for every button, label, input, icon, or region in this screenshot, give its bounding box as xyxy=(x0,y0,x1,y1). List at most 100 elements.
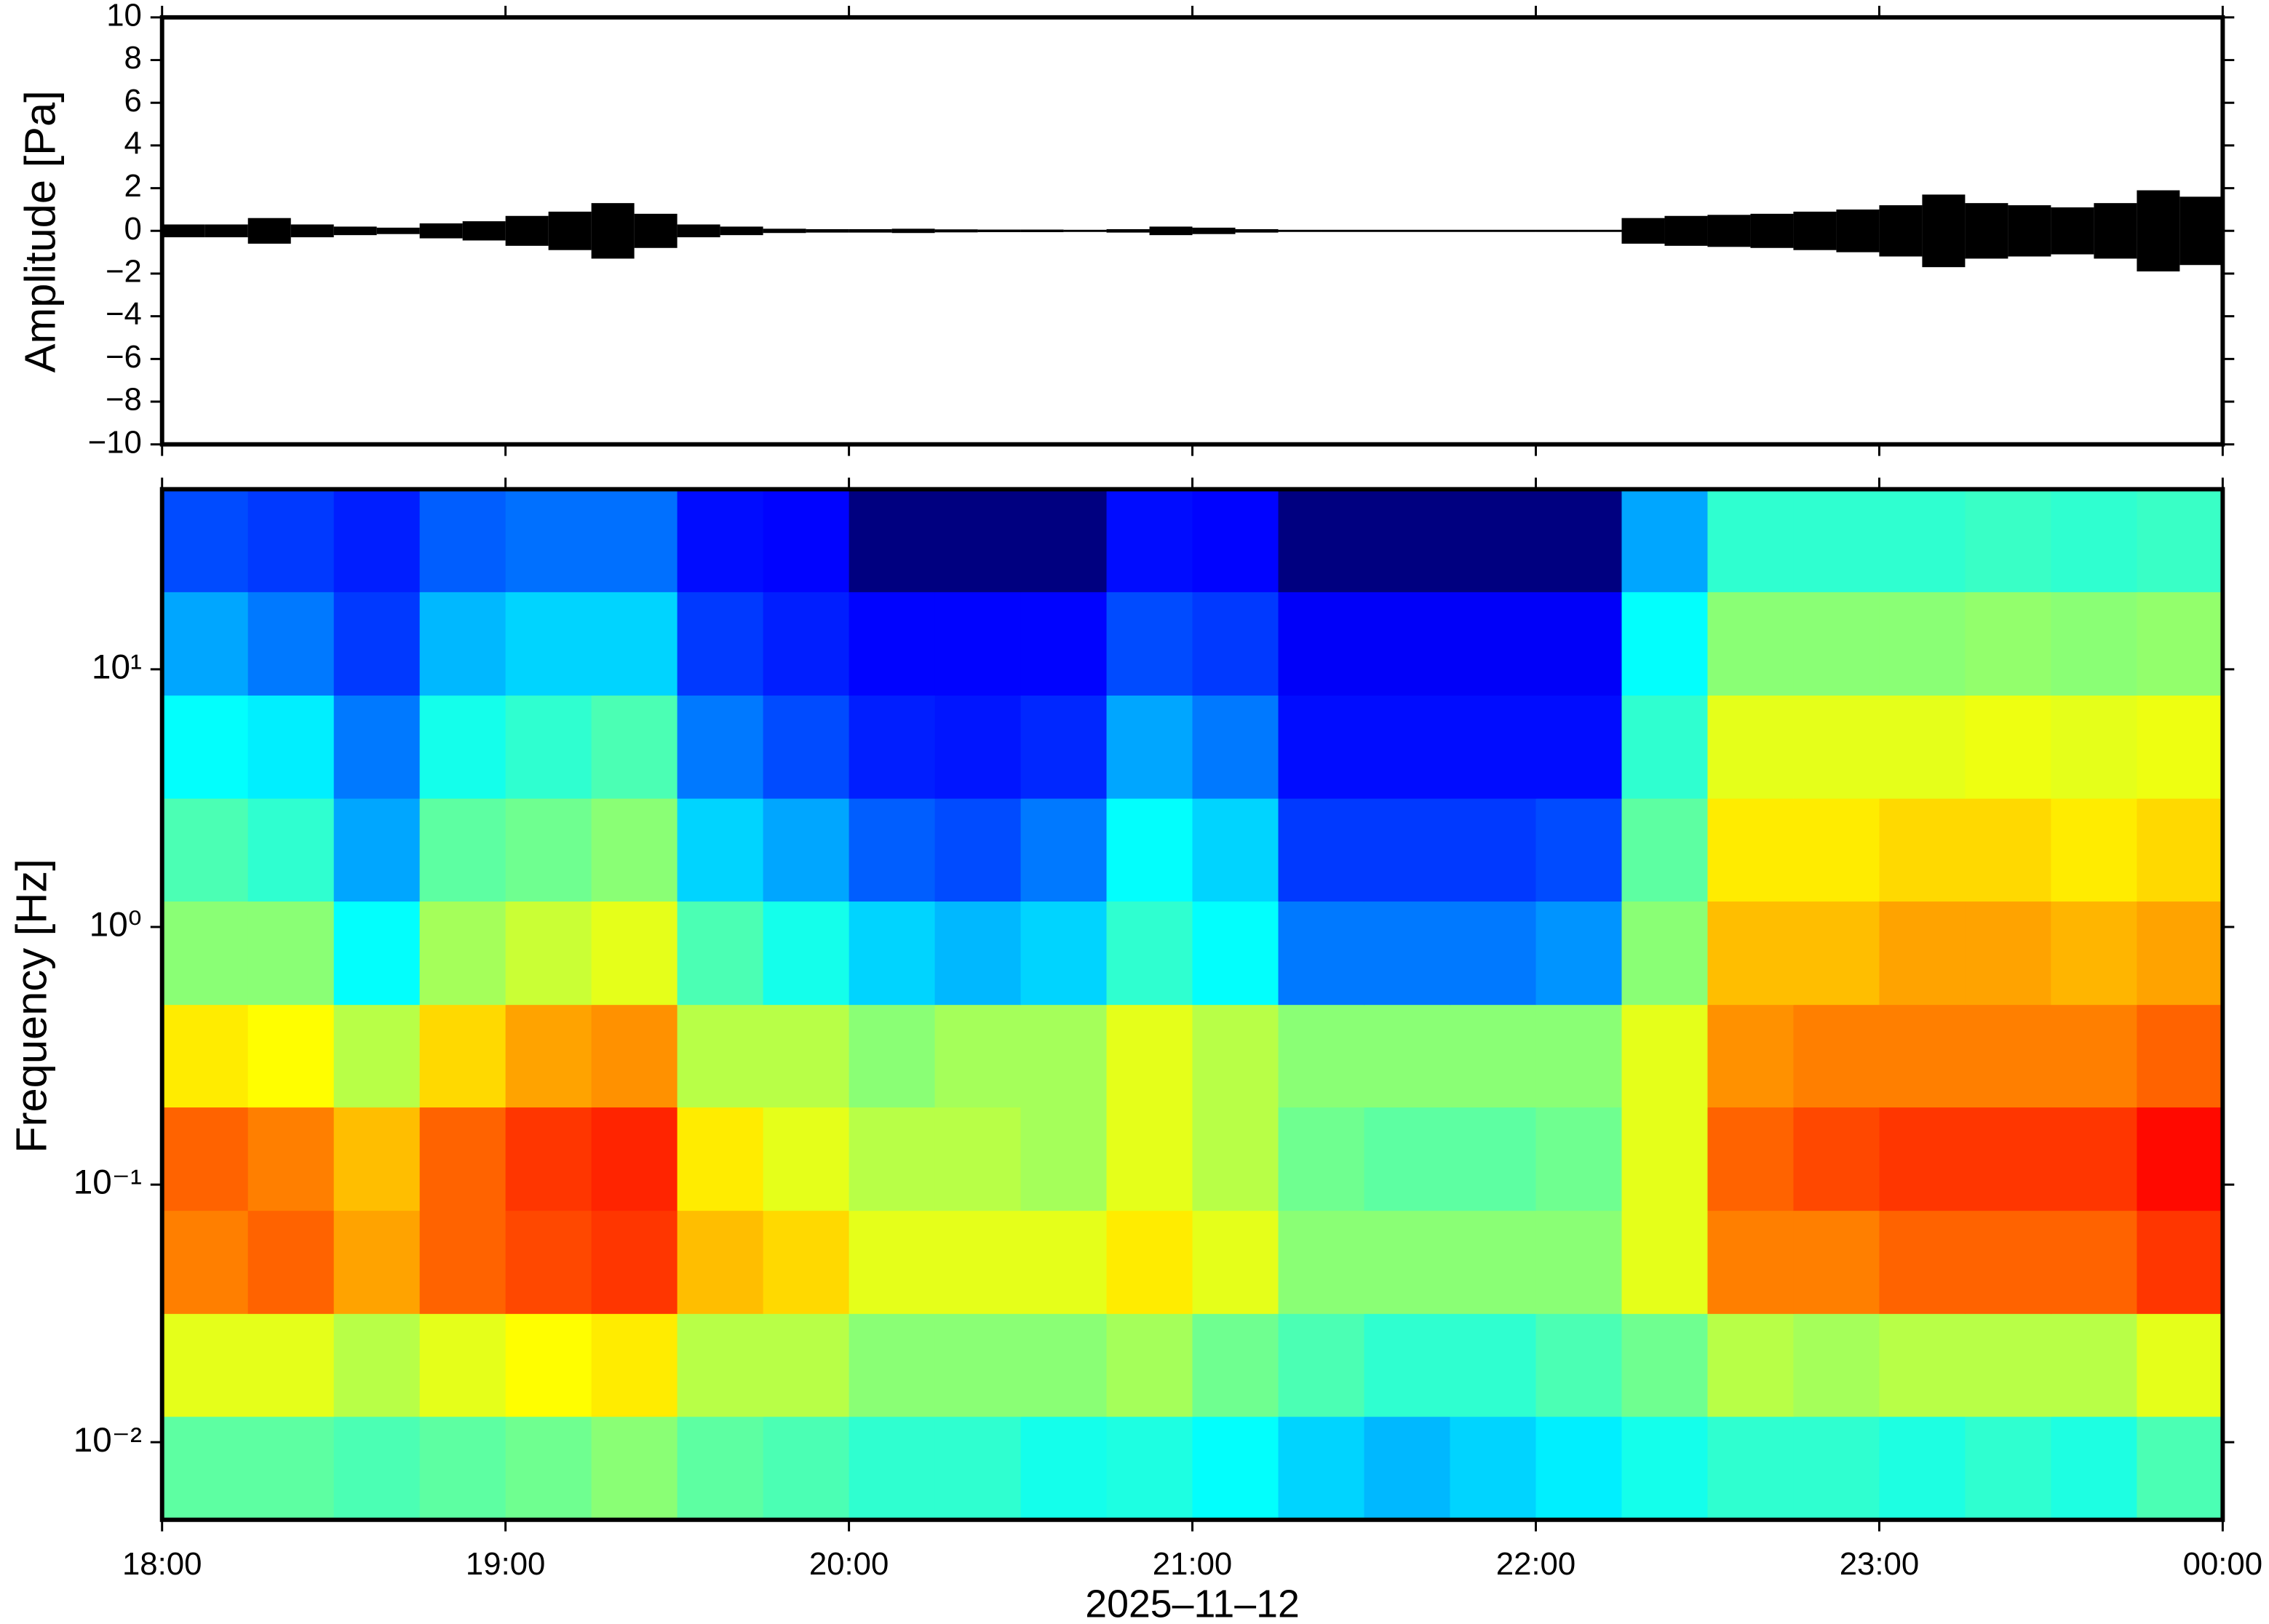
heatmap-cell xyxy=(2051,1004,2137,1108)
heatmap-cell xyxy=(419,592,506,696)
waveform-envelope xyxy=(677,224,720,238)
heatmap-cell xyxy=(1965,1416,2051,1521)
heatmap-cell xyxy=(1364,1004,1451,1108)
waveform-envelope xyxy=(591,203,635,259)
heatmap-cell xyxy=(1278,1313,1365,1417)
heatmap-cell xyxy=(247,1210,335,1314)
heatmap-cell xyxy=(1450,592,1537,696)
heatmap-cell xyxy=(1879,1004,1966,1108)
heatmap-cell xyxy=(1192,592,1279,696)
heatmap-cell xyxy=(419,695,506,799)
waveform-envelope xyxy=(1364,229,1407,232)
heatmap-cell xyxy=(849,1416,936,1521)
waveform-envelope xyxy=(1836,209,1880,252)
waveform-envelope xyxy=(1278,229,1322,232)
heatmap-cell xyxy=(2051,798,2137,902)
heatmap-cell xyxy=(2137,901,2223,1006)
waveform-envelope xyxy=(1493,229,1536,232)
heatmap-cell xyxy=(677,592,764,696)
heatmap-cell xyxy=(677,1107,764,1211)
heatmap-cell xyxy=(1535,1107,1623,1211)
heatmap-cell xyxy=(505,901,592,1006)
heatmap-cell xyxy=(591,695,678,799)
heatmap-cell xyxy=(1364,1416,1451,1521)
waveform-envelope xyxy=(849,228,892,233)
heatmap-cell xyxy=(1278,901,1365,1006)
heatmap-cell xyxy=(1535,1210,1623,1314)
heatmap-cell xyxy=(1879,695,1966,799)
heatmap-cell xyxy=(419,798,506,902)
heatmap-cell xyxy=(1192,901,1279,1006)
y-tick-label: 4 xyxy=(124,125,142,161)
heatmap-cell xyxy=(1106,592,1193,696)
heatmap-cell xyxy=(763,1004,850,1108)
y-tick-label: −4 xyxy=(106,296,142,332)
heatmap-cell xyxy=(591,1416,678,1521)
heatmap-cell xyxy=(1535,489,1623,592)
heatmap-cell xyxy=(1278,592,1365,696)
heatmap-cell xyxy=(591,489,678,592)
waveform-envelope xyxy=(977,229,1021,233)
heatmap-cell xyxy=(1965,798,2051,902)
heatmap-cell xyxy=(1965,695,2051,799)
waveform-envelope xyxy=(505,215,549,246)
waveform-envelope xyxy=(1578,229,1622,232)
heatmap-cell xyxy=(763,1107,850,1211)
heatmap-cell xyxy=(1450,489,1537,592)
heatmap-cell xyxy=(1535,695,1623,799)
heatmap-cell xyxy=(2137,1004,2223,1108)
heatmap-cell xyxy=(1278,489,1365,592)
heatmap-cell xyxy=(1278,1107,1365,1211)
y-tick-label: 6 xyxy=(124,83,142,119)
heatmap-cell xyxy=(591,798,678,902)
heatmap-cell xyxy=(1106,798,1193,902)
heatmap-cell xyxy=(1020,1004,1108,1108)
heatmap-cell xyxy=(1707,695,1795,799)
heatmap-cell xyxy=(505,1210,592,1314)
y-axis-label: Amplitude [Pa] xyxy=(15,90,64,373)
heatmap-cell xyxy=(763,695,850,799)
heatmap-cell xyxy=(1965,489,2051,592)
heatmap-cell xyxy=(1450,1416,1537,1521)
heatmap-cell xyxy=(677,1004,764,1108)
heatmap-cell xyxy=(1106,695,1193,799)
heatmap-cell xyxy=(1965,1313,2051,1417)
heatmap-cell xyxy=(1450,1210,1537,1314)
heatmap-cell xyxy=(419,1107,506,1211)
waveform-envelope xyxy=(2137,190,2180,272)
heatmap-cell xyxy=(419,1313,506,1417)
heatmap-cell xyxy=(1621,798,1709,902)
heatmap-cell xyxy=(505,1313,592,1417)
heatmap-cell xyxy=(1535,901,1623,1006)
heatmap-cell xyxy=(1535,1004,1623,1108)
heatmap-cell xyxy=(1364,489,1451,592)
heatmap-cell xyxy=(1621,695,1709,799)
heatmap-cell xyxy=(1278,1416,1365,1521)
heatmap-cell xyxy=(2051,1313,2137,1417)
heatmap-cell xyxy=(2051,901,2137,1006)
heatmap-cell xyxy=(247,1416,335,1521)
heatmap-cell xyxy=(1793,1416,1880,1521)
waveform-envelope xyxy=(1707,215,1751,247)
heatmap-cell xyxy=(1020,1416,1108,1521)
heatmap-cell xyxy=(1621,1107,1709,1211)
heatmap-cell xyxy=(1450,1313,1537,1417)
heatmap-cell xyxy=(677,1210,764,1314)
heatmap-cell xyxy=(591,1210,678,1314)
heatmap-cell xyxy=(419,1004,506,1108)
heatmap-cell xyxy=(1879,1313,1966,1417)
waveform-envelope xyxy=(1063,229,1107,232)
heatmap-cell xyxy=(849,798,936,902)
heatmap-cell xyxy=(1020,798,1108,902)
heatmap-cell xyxy=(1106,1107,1193,1211)
y-tick-label: −2 xyxy=(106,254,142,290)
heatmap-cell xyxy=(2137,1313,2223,1417)
waveform-envelope xyxy=(2008,205,2051,257)
y-axis-label: Frequency [Hz] xyxy=(7,859,55,1153)
heatmap-cell xyxy=(1192,695,1279,799)
heatmap-cell xyxy=(2137,489,2223,592)
waveform-envelope xyxy=(1321,229,1364,232)
heatmap-cell xyxy=(419,1210,506,1314)
heatmap-cell xyxy=(1793,1107,1880,1211)
heatmap-cell xyxy=(162,1210,249,1314)
